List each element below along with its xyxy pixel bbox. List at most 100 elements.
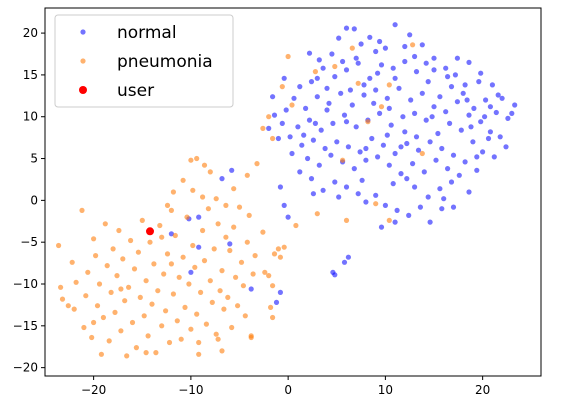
normal-point xyxy=(305,155,311,162)
normal-point xyxy=(382,202,388,208)
legend: normal pneumonia user xyxy=(54,14,234,108)
y-tick-label: 20 xyxy=(23,26,38,40)
normal-point xyxy=(474,154,480,160)
pneumonia-point xyxy=(196,339,202,346)
pneumonia-point xyxy=(65,303,71,309)
pneumonia-point xyxy=(122,298,128,304)
normal-point xyxy=(392,75,398,81)
normal-point xyxy=(308,79,315,85)
normal-point xyxy=(248,286,254,292)
pneumonia-point xyxy=(56,242,62,249)
normal-point xyxy=(445,74,451,80)
normal-point xyxy=(413,69,420,75)
y-tick-label: 0 xyxy=(30,193,38,207)
pneumonia-point xyxy=(112,309,118,315)
normal-point xyxy=(468,124,474,130)
normal-point xyxy=(297,169,303,175)
normal-point xyxy=(412,184,418,190)
pneumonia-point xyxy=(194,311,200,317)
pneumonia-point xyxy=(314,211,320,217)
normal-point xyxy=(266,125,272,131)
normal-point xyxy=(386,162,392,168)
legend-label-user: user xyxy=(117,81,154,101)
normal-point xyxy=(427,219,433,225)
pneumonia-point xyxy=(116,227,122,234)
normal-point xyxy=(480,149,486,155)
normal-point xyxy=(357,149,363,155)
normal-point xyxy=(466,112,472,118)
pneumonia-point xyxy=(100,314,106,321)
normal-point xyxy=(470,139,476,145)
pneumonia-point xyxy=(98,351,104,357)
normal-point xyxy=(373,87,379,93)
normal-point xyxy=(408,97,414,103)
normal-point xyxy=(168,231,174,237)
pneumonia-point xyxy=(236,204,243,210)
y-tick-label: −20 xyxy=(13,361,38,375)
pneumonia-point xyxy=(89,334,95,341)
normal-point xyxy=(466,59,472,65)
normal-point xyxy=(345,144,351,150)
normal-point xyxy=(421,169,427,175)
normal-point xyxy=(388,122,394,128)
normal-point xyxy=(332,74,338,80)
data-points xyxy=(56,22,518,359)
series-pneumonia xyxy=(56,42,425,359)
pneumonia-point xyxy=(219,348,225,354)
normal-point xyxy=(452,72,458,78)
pneumonia-point xyxy=(141,313,147,319)
series-normal xyxy=(168,22,518,305)
pneumonia-point xyxy=(281,244,287,250)
pneumonia-point xyxy=(118,286,124,292)
normal-point xyxy=(439,145,445,152)
normal-point xyxy=(386,105,392,111)
normal-point xyxy=(443,65,449,71)
pneumonia-point xyxy=(229,324,235,331)
pneumonia-point xyxy=(155,288,161,294)
normal-point xyxy=(443,109,449,115)
normal-point xyxy=(349,102,355,108)
normal-point xyxy=(454,99,460,105)
pneumonia-point xyxy=(200,227,206,234)
normal-point xyxy=(334,139,340,145)
pneumonia-point xyxy=(233,274,239,280)
y-tick-label: −15 xyxy=(13,319,38,333)
normal-point xyxy=(474,167,480,173)
pneumonia-point xyxy=(96,281,103,287)
x-tick-label: −20 xyxy=(81,383,106,397)
normal-point xyxy=(392,219,398,225)
normal-point xyxy=(377,38,383,45)
normal-point xyxy=(316,162,322,168)
normal-point xyxy=(464,97,470,103)
normal-point xyxy=(273,299,280,305)
pneumonia-point xyxy=(207,278,213,284)
normal-point xyxy=(322,145,328,152)
normal-point xyxy=(456,172,462,178)
normal-point xyxy=(196,214,202,220)
normal-point xyxy=(384,95,390,101)
normal-point xyxy=(377,110,383,116)
normal-point xyxy=(427,139,433,145)
normal-point xyxy=(483,97,489,103)
normal-point xyxy=(493,109,499,116)
pneumonia-point xyxy=(188,157,194,163)
pneumonia-point xyxy=(270,314,276,321)
normal-point xyxy=(431,67,437,73)
normal-point xyxy=(445,166,451,172)
pneumonia-point xyxy=(203,321,209,327)
normal-point xyxy=(351,166,357,172)
normal-point xyxy=(378,224,385,230)
pneumonia-point xyxy=(176,274,182,280)
normal-point xyxy=(431,104,437,110)
pneumonia-point xyxy=(213,331,219,337)
pneumonia-point xyxy=(118,328,124,334)
normal-point xyxy=(320,65,326,71)
normal-point xyxy=(219,176,225,182)
normal-point xyxy=(285,214,291,220)
normal-point xyxy=(336,194,342,200)
pneumonia-point xyxy=(244,239,250,245)
y-tick-label: −10 xyxy=(13,277,38,291)
pneumonia-point xyxy=(172,232,178,239)
normal-point xyxy=(412,110,418,116)
pneumonia-point xyxy=(293,222,299,229)
